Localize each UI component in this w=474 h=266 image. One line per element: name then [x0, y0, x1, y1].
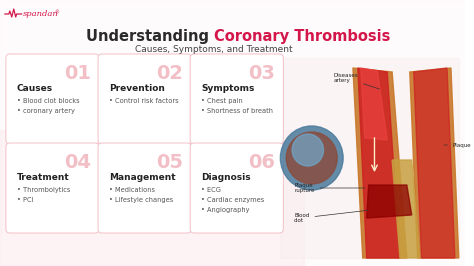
Polygon shape: [358, 68, 400, 258]
Text: • Shortness of breath: • Shortness of breath: [201, 108, 273, 114]
FancyBboxPatch shape: [190, 54, 283, 144]
Polygon shape: [361, 68, 387, 140]
Circle shape: [286, 132, 337, 184]
Text: • Cardiac enzymes: • Cardiac enzymes: [201, 197, 264, 203]
Polygon shape: [414, 68, 455, 258]
Text: 02: 02: [156, 64, 183, 83]
Text: Blood
clot: Blood clot: [294, 210, 368, 223]
Text: Prevention: Prevention: [109, 84, 164, 93]
Text: Management: Management: [109, 173, 175, 182]
Text: 05: 05: [156, 153, 183, 172]
Text: 06: 06: [248, 153, 275, 172]
Bar: [0, 130, 304, 266]
Text: • Angiography: • Angiography: [201, 207, 249, 213]
Text: Understanding: Understanding: [86, 28, 214, 44]
Circle shape: [281, 126, 343, 190]
Text: 01: 01: [64, 64, 91, 83]
Text: Coronary Thrombosis: Coronary Thrombosis: [214, 28, 390, 44]
Text: ®: ®: [54, 10, 59, 15]
Text: 03: 03: [248, 64, 275, 83]
FancyBboxPatch shape: [6, 143, 99, 233]
Text: • coronary artery: • coronary artery: [17, 108, 74, 114]
Polygon shape: [410, 68, 459, 258]
Text: Symptoms: Symptoms: [201, 84, 255, 93]
Bar: [281, 58, 459, 258]
Text: • Thrombolytics: • Thrombolytics: [17, 187, 70, 193]
Text: Causes: Causes: [17, 84, 53, 93]
Polygon shape: [353, 68, 407, 258]
Polygon shape: [392, 160, 419, 258]
FancyBboxPatch shape: [98, 143, 191, 233]
Text: • ECG: • ECG: [201, 187, 221, 193]
Text: • Control risk factors: • Control risk factors: [109, 98, 178, 104]
Text: Plaque: Plaque: [444, 143, 472, 148]
Text: • Blood clot blocks: • Blood clot blocks: [17, 98, 79, 104]
FancyBboxPatch shape: [190, 143, 283, 233]
FancyBboxPatch shape: [98, 54, 191, 144]
FancyBboxPatch shape: [6, 54, 99, 144]
Text: Diagnosis: Diagnosis: [201, 173, 251, 182]
Text: • PCI: • PCI: [17, 197, 33, 203]
Text: • Chest pain: • Chest pain: [201, 98, 243, 104]
Text: • Lifestyle changes: • Lifestyle changes: [109, 197, 173, 203]
Text: Diseases
artery: Diseases artery: [333, 73, 380, 89]
Text: spandan: spandan: [23, 10, 58, 18]
Polygon shape: [367, 185, 412, 218]
Text: Causes, Symptoms, and Treatment: Causes, Symptoms, and Treatment: [135, 44, 292, 53]
Circle shape: [292, 134, 324, 166]
Text: • Medications: • Medications: [109, 187, 155, 193]
Text: 04: 04: [64, 153, 91, 172]
Text: Treatment: Treatment: [17, 173, 69, 182]
Text: Plaque
rupture: Plaque rupture: [294, 182, 365, 193]
